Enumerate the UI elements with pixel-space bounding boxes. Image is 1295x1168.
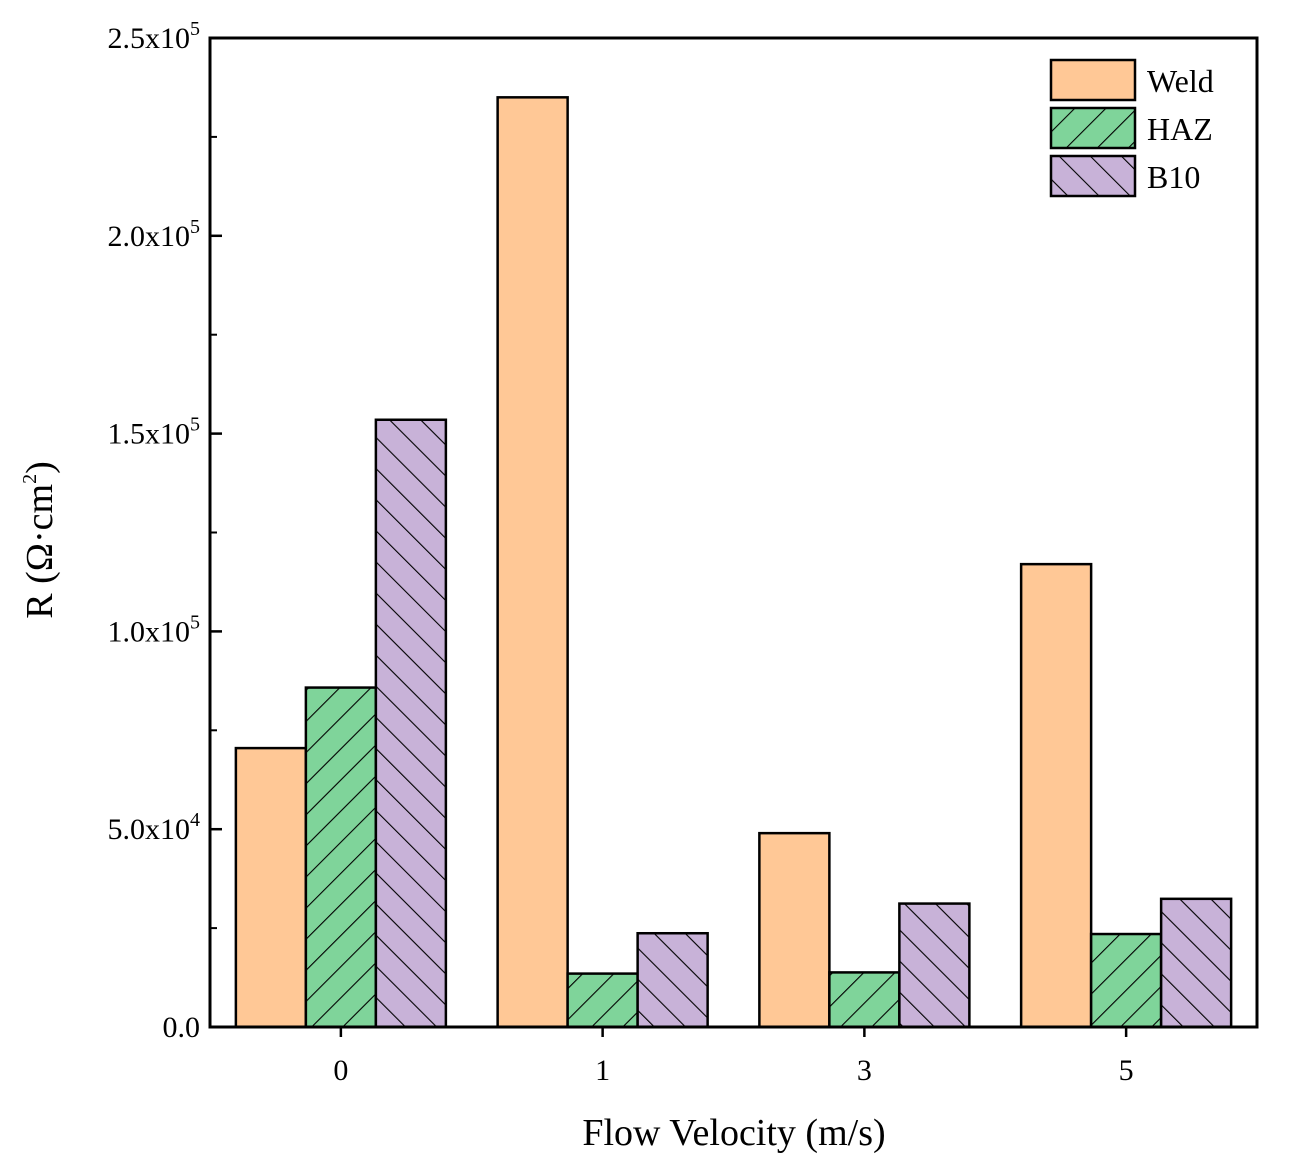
y-tick-label: 1.5x105: [108, 414, 201, 451]
x-tick-label: 5: [1119, 1054, 1134, 1087]
x-tick-label: 1: [595, 1054, 610, 1087]
bar-weld-5: [1019, 562, 1093, 1029]
bar-b10-3: [898, 902, 971, 1029]
bar-b10-1: [636, 931, 709, 1029]
y-tick-label: 1.0x105: [108, 611, 201, 648]
bar-weld-0: [234, 746, 308, 1029]
legend-label-haz: HAZ: [1147, 111, 1213, 147]
y-tick-label: 2.0x105: [108, 216, 201, 253]
axis-ticks: 0.0 5.0x104 1.0x105 1.5x105 2.0x105 2.5x105 0 1…: [108, 18, 1134, 1087]
y-axis-title: R (Ω·cm2): [19, 461, 61, 618]
bar-haz-0: [304, 686, 378, 1029]
y-tick-label: 5.0x104: [108, 809, 201, 846]
legend-label-weld: Weld: [1147, 63, 1214, 99]
legend-label-b10: B10: [1147, 159, 1200, 195]
x-tick-label: 3: [857, 1054, 872, 1087]
bar-b10-0: [374, 418, 448, 1029]
legend: Weld HAZ B10: [1049, 58, 1214, 198]
x-axis-title: Flow Velocity (m/s): [582, 1112, 885, 1154]
bar-haz-1: [566, 972, 639, 1029]
bar-weld-3: [758, 831, 831, 1029]
bar-b10-5: [1159, 897, 1233, 1029]
y-tick-label: 0.0: [163, 1011, 201, 1044]
bar-haz-3: [828, 971, 901, 1029]
y-tick-label: 2.5x105: [108, 18, 201, 55]
x-tick-label: 0: [333, 1054, 348, 1087]
bar-weld-1: [496, 96, 569, 1029]
bars: [234, 96, 1233, 1029]
legend-swatch-b10: [1049, 154, 1137, 198]
bar-haz-5: [1089, 932, 1163, 1029]
legend-swatch-haz: [1049, 106, 1137, 150]
legend-swatch-weld: [1049, 58, 1137, 102]
